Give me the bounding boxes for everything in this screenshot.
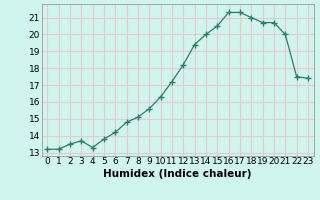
X-axis label: Humidex (Indice chaleur): Humidex (Indice chaleur) bbox=[103, 169, 252, 179]
